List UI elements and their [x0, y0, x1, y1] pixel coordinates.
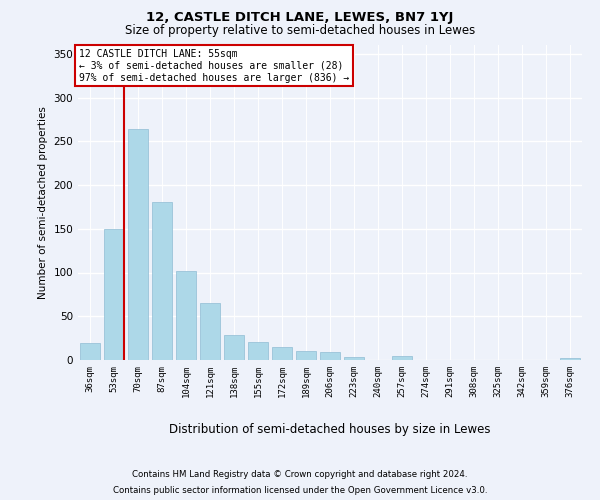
Bar: [80, 344, 100, 360]
Bar: [152, 202, 172, 360]
Bar: [560, 358, 580, 360]
Bar: [392, 356, 412, 360]
Bar: [128, 129, 148, 360]
Text: Distribution of semi-detached houses by size in Lewes: Distribution of semi-detached houses by …: [169, 422, 491, 436]
Text: 12 CASTLE DITCH LANE: 55sqm
← 3% of semi-detached houses are smaller (28)
97% of: 12 CASTLE DITCH LANE: 55sqm ← 3% of semi…: [79, 50, 349, 82]
Bar: [296, 351, 316, 360]
Bar: [320, 352, 340, 360]
Bar: [224, 334, 244, 360]
Y-axis label: Number of semi-detached properties: Number of semi-detached properties: [38, 106, 48, 299]
Bar: [248, 342, 268, 360]
Text: Contains public sector information licensed under the Open Government Licence v3: Contains public sector information licen…: [113, 486, 487, 495]
Text: Size of property relative to semi-detached houses in Lewes: Size of property relative to semi-detach…: [125, 24, 475, 37]
Bar: [344, 356, 364, 360]
Bar: [176, 271, 196, 360]
Bar: [104, 229, 124, 360]
Text: Contains HM Land Registry data © Crown copyright and database right 2024.: Contains HM Land Registry data © Crown c…: [132, 470, 468, 479]
Bar: [272, 347, 292, 360]
Text: 12, CASTLE DITCH LANE, LEWES, BN7 1YJ: 12, CASTLE DITCH LANE, LEWES, BN7 1YJ: [146, 12, 454, 24]
Bar: [200, 303, 220, 360]
